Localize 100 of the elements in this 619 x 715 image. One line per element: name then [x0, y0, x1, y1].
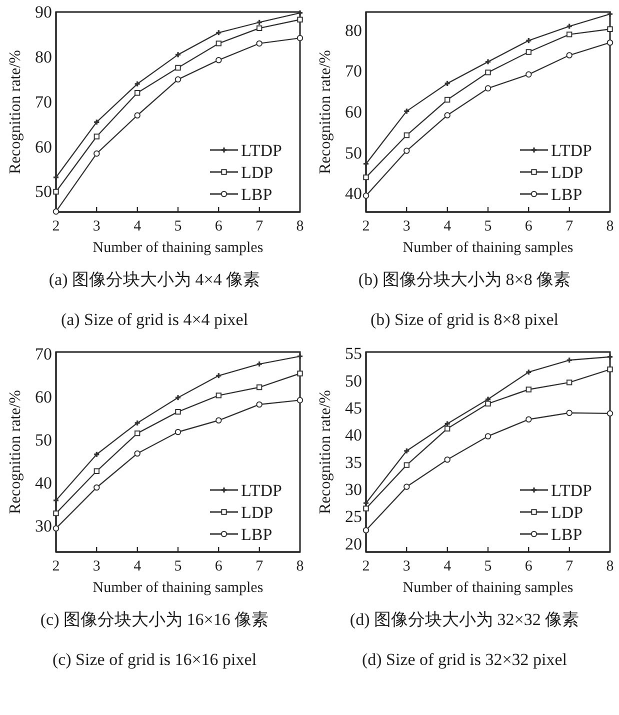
point [175, 408, 181, 415]
point [216, 30, 222, 36]
legend-label: LDP [551, 163, 584, 182]
point [53, 188, 59, 195]
point [484, 433, 492, 440]
point [134, 450, 140, 457]
point [363, 174, 369, 180]
x-tick-label: 8 [296, 218, 304, 235]
point [362, 527, 370, 534]
point [256, 401, 262, 408]
text: (d) 图像分块大小为 32×32 像素 [350, 610, 580, 629]
x-tick-label: 8 [296, 558, 304, 575]
point [566, 52, 572, 58]
point [94, 484, 100, 491]
legend-label: LDP [551, 503, 584, 522]
y-tick-label: 40 [35, 474, 52, 493]
point [607, 366, 613, 372]
legend-label: LDP [241, 503, 274, 522]
point [566, 358, 572, 363]
point [256, 384, 262, 390]
point [404, 108, 410, 114]
x-tick-label: 8 [606, 558, 614, 575]
x-tick-label: 2 [362, 558, 370, 575]
x-tick-label: 4 [134, 218, 142, 235]
x-tick-label: 2 [52, 558, 60, 575]
point [404, 448, 410, 454]
point [444, 80, 450, 86]
x-tick-label: 7 [566, 558, 574, 575]
legend-label: LBP [241, 525, 272, 544]
point [134, 81, 140, 86]
point [297, 10, 303, 16]
point [485, 400, 491, 406]
x-axis-title: Number of thaining samples [92, 580, 264, 596]
y-tick-label: 45 [345, 398, 362, 418]
x-axis-title: Number of thaining samples [402, 240, 574, 256]
point [174, 76, 182, 83]
point [363, 500, 369, 506]
point [363, 161, 369, 166]
point [175, 395, 181, 400]
point [134, 430, 140, 436]
x-tick-label: 5 [484, 558, 492, 575]
y-tick-label: 80 [35, 47, 52, 66]
x-tick-label: 3 [402, 558, 410, 575]
point [526, 49, 532, 55]
text: (c) 图像分块大小为 16×16 像素 [40, 610, 269, 629]
legend-label: LTDP [551, 481, 592, 500]
y-tick-label: 60 [35, 137, 52, 156]
point [526, 71, 532, 78]
y-tick-label: 60 [35, 388, 52, 407]
text: (b) Size of grid is 8×8 pixel [370, 310, 559, 329]
y-tick-label: 50 [35, 182, 52, 202]
point [256, 25, 262, 32]
legend-label: LBP [551, 525, 582, 544]
y-tick-label: 25 [345, 507, 362, 526]
legend-label: LBP [551, 185, 582, 204]
point [566, 410, 572, 416]
point [404, 148, 410, 154]
x-tick-label: 4 [444, 558, 452, 575]
legend-label: LBP [241, 185, 272, 204]
x-tick-label: 3 [92, 558, 100, 575]
text: (a) 图像分块大小为 4×4 像素 [48, 270, 260, 289]
x-tick-label: 2 [362, 218, 370, 235]
point [607, 26, 613, 32]
point [94, 452, 100, 457]
legend-label: LTDP [551, 141, 592, 160]
x-tick-label: 3 [92, 218, 100, 235]
point [526, 370, 532, 375]
point [444, 421, 450, 426]
point [606, 39, 614, 46]
x-tick-label: 6 [214, 218, 223, 235]
point [53, 510, 59, 516]
y-tick-label: 90 [35, 2, 52, 22]
point [296, 397, 304, 404]
legend-label: LTDP [241, 141, 282, 160]
text: (a) Size of grid is 4×4 pixel [60, 310, 248, 329]
point [134, 112, 140, 119]
point [216, 392, 222, 398]
x-axis-title: Number of thaining samples [92, 240, 264, 256]
point [296, 34, 304, 42]
y-tick-label: 20 [345, 534, 362, 554]
y-axis-title: Recognition rate/% [317, 50, 334, 174]
y-tick-label: 40 [345, 184, 362, 204]
point [134, 420, 140, 426]
point [526, 416, 532, 423]
point [52, 525, 60, 532]
x-tick-label: 7 [256, 218, 264, 235]
y-axis-title: Recognition rate/% [7, 390, 24, 514]
y-tick-label: 70 [345, 62, 362, 81]
point [256, 20, 262, 25]
text: (b) 图像分块大小为 8×8 像素 [358, 270, 571, 289]
point [216, 417, 222, 424]
point [607, 12, 613, 17]
point [444, 426, 450, 432]
point [526, 386, 532, 392]
x-tick-label: 6 [214, 558, 223, 575]
x-tick-label: 6 [524, 558, 533, 575]
y-tick-label: 50 [35, 430, 52, 450]
point [53, 174, 59, 180]
x-tick-label: 5 [174, 558, 182, 575]
point [297, 354, 303, 359]
